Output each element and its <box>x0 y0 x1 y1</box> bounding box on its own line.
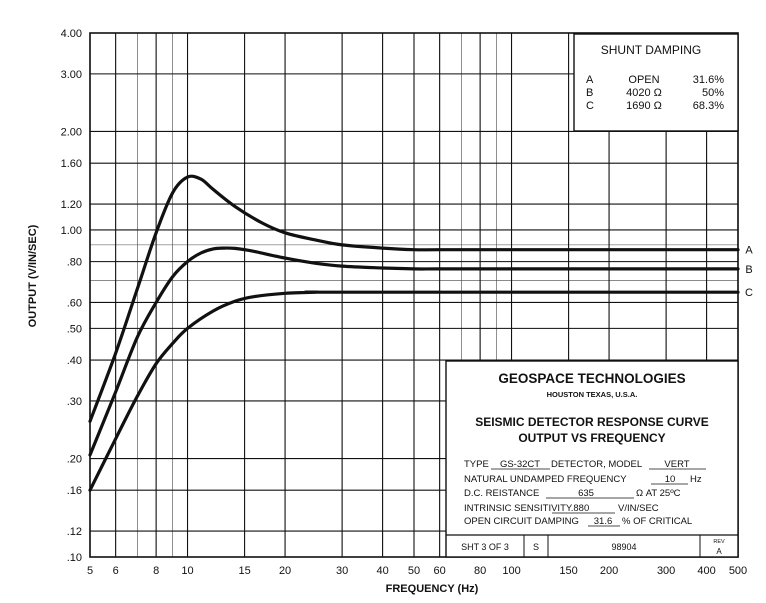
dc-resistance-value: 635 <box>578 488 594 499</box>
x-axis-title: FREQUENCY (Hz) <box>386 583 479 595</box>
company-location: HOUSTON TEXAS, U.S.A. <box>547 390 638 399</box>
rev-label: REV <box>713 539 725 545</box>
y-tick-label: .40 <box>67 355 82 367</box>
company-name: GEOSPACE TECHNOLOGIES <box>498 371 685 386</box>
shunt-row-damping: 68.3% <box>693 100 724 112</box>
detector-model-label: DETECTOR, MODEL <box>551 459 642 470</box>
sensitivity-value: .880 <box>571 503 590 514</box>
y-tick-label: 1.20 <box>61 199 82 211</box>
x-tick-label: 40 <box>376 565 388 577</box>
x-tick-label: 50 <box>408 565 420 577</box>
model-value: VERT <box>664 459 689 470</box>
size-code: S <box>533 542 539 552</box>
shunt-damping-rows: A OPEN 31.6% B 4020 Ω 50% C 1690 Ω 68.3% <box>586 74 724 112</box>
dc-resistance-unit: Ω AT 25ºC <box>636 488 681 499</box>
damping-unit: % OF CRITICAL <box>622 516 692 527</box>
shunt-row-damping: 31.6% <box>693 74 724 86</box>
shunt-damping-box: SHUNT DAMPING A OPEN 31.6% B 4020 Ω 50% C 1690 … <box>573 33 739 132</box>
shunt-row-id: C <box>586 100 594 112</box>
y-tick-label: .12 <box>67 526 82 538</box>
sheet-number: SHT 3 OF 3 <box>461 542 509 552</box>
shunt-row-id: A <box>586 74 594 86</box>
shunt-row-resistance: 1690 Ω <box>626 100 662 112</box>
sensitivity-unit: V/IN/SEC <box>618 503 659 514</box>
plot-border <box>89 32 739 558</box>
shunt-damping-title: SHUNT DAMPING <box>601 43 701 57</box>
shunt-row-resistance: OPEN <box>628 74 659 86</box>
y-tick-label: .10 <box>67 552 82 564</box>
drawing-title-line1: SEISMIC DETECTOR RESPONSE CURVE <box>475 415 709 429</box>
shunt-row-id: B <box>586 87 593 99</box>
y-tick-label: .80 <box>67 257 82 269</box>
tick-labels: 5 6 8 10 15 20 30 40 50 60 80 100 150 200 300 400 500 .10… <box>61 28 748 577</box>
x-tick-label: 30 <box>336 565 348 577</box>
title-block: GEOSPACE TECHNOLOGIES HOUSTON TEXAS, U.S… <box>445 360 739 558</box>
x-tick-label: 80 <box>474 565 486 577</box>
natural-frequency-unit: Hz <box>690 474 702 485</box>
type-label: TYPE <box>464 459 489 470</box>
series-label-a: A <box>745 245 753 257</box>
y-tick-label: .60 <box>67 297 82 309</box>
x-tick-label: 15 <box>238 565 250 577</box>
y-tick-label: 3.00 <box>61 69 82 81</box>
natural-frequency-label: NATURAL UNDAMPED FREQUENCY <box>464 474 627 485</box>
series-label-c: C <box>745 287 753 299</box>
series-label-b: B <box>745 264 752 276</box>
series-line-a <box>88 174 740 423</box>
y-tick-label: 4.00 <box>61 28 82 40</box>
y-tick-label: .20 <box>67 454 82 466</box>
x-tick-label: 6 <box>113 565 119 577</box>
natural-frequency-value: 10 <box>665 474 676 485</box>
x-tick-label: 60 <box>434 565 446 577</box>
x-tick-label: 100 <box>502 565 520 577</box>
drawing-number: 98904 <box>611 542 636 552</box>
series-line-c <box>88 290 740 492</box>
x-tick-label: 400 <box>697 565 715 577</box>
x-tick-label: 5 <box>87 565 93 577</box>
y-tick-label: 1.60 <box>61 158 82 170</box>
damping-label: OPEN CIRCUIT DAMPING <box>464 516 579 527</box>
x-tick-label: 150 <box>559 565 577 577</box>
series-line-b <box>88 246 740 457</box>
y-tick-label: .50 <box>67 323 82 335</box>
dc-resistance-label: D.C. REISTANCE <box>464 488 539 499</box>
y-tick-label: 1.00 <box>61 225 82 237</box>
x-tick-label: 300 <box>657 565 675 577</box>
x-tick-label: 8 <box>153 565 159 577</box>
y-tick-label: .16 <box>67 485 82 497</box>
response-curves: ABC <box>88 174 753 492</box>
x-tick-label: 200 <box>600 565 618 577</box>
y-tick-label: .30 <box>67 396 82 408</box>
sensitivity-label: INTRINSIC SENSITIVITY <box>464 503 573 514</box>
x-tick-label: 10 <box>181 565 193 577</box>
y-axis-title: OUTPUT (V/IN/SEC) <box>27 224 39 327</box>
rev-value: A <box>716 547 722 556</box>
damping-value: 31.6 <box>594 516 613 527</box>
type-value: GS-32CT <box>500 459 540 470</box>
x-tick-label: 20 <box>279 565 291 577</box>
shunt-row-damping: 50% <box>702 87 724 99</box>
drawing-title-line2: OUTPUT VS FREQUENCY <box>518 431 665 445</box>
x-tick-label: 500 <box>729 565 747 577</box>
shunt-row-resistance: 4020 Ω <box>626 87 662 99</box>
y-tick-label: 2.00 <box>61 126 82 138</box>
